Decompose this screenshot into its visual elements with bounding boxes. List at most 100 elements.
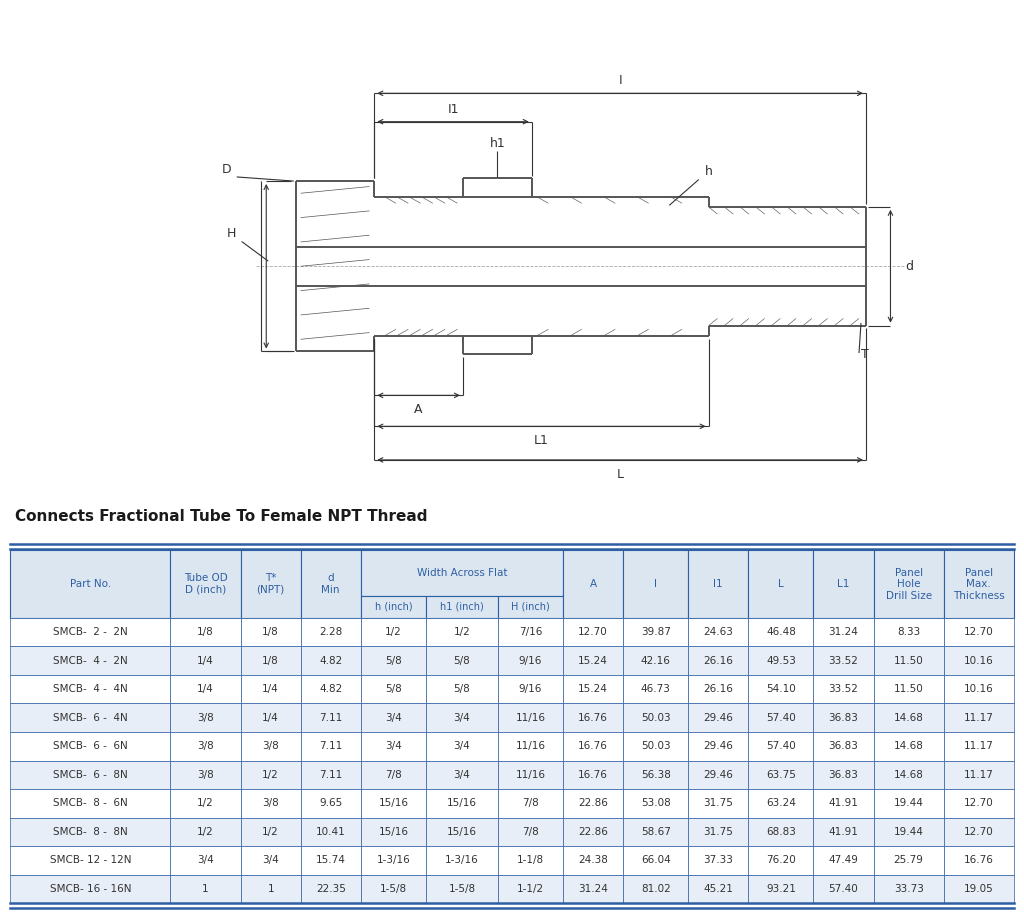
Bar xyxy=(301,789,360,818)
Text: 66.04: 66.04 xyxy=(641,856,671,866)
Bar xyxy=(873,646,944,675)
Text: T*
(NPT): T* (NPT) xyxy=(256,573,285,595)
Bar xyxy=(944,675,1014,703)
Text: 12.70: 12.70 xyxy=(964,798,993,809)
Bar xyxy=(426,732,498,761)
Text: 46.48: 46.48 xyxy=(766,627,796,637)
Bar xyxy=(360,703,426,732)
Text: I1: I1 xyxy=(447,102,459,115)
Text: SMCB-  8 -  6N: SMCB- 8 - 6N xyxy=(53,798,128,809)
Bar xyxy=(360,818,426,846)
Text: 25.79: 25.79 xyxy=(894,856,924,866)
Text: SMCB- 12 - 12N: SMCB- 12 - 12N xyxy=(49,856,131,866)
Text: 33.52: 33.52 xyxy=(828,656,858,666)
Text: 7/8: 7/8 xyxy=(522,798,539,809)
Bar xyxy=(301,646,360,675)
Text: 47.49: 47.49 xyxy=(828,856,858,866)
Text: 9/16: 9/16 xyxy=(519,656,543,666)
Text: 1: 1 xyxy=(202,884,209,894)
Bar xyxy=(360,875,426,904)
Text: 3/4: 3/4 xyxy=(198,856,214,866)
Bar xyxy=(944,846,1014,875)
Text: A: A xyxy=(415,403,423,416)
Bar xyxy=(360,596,426,618)
Text: 1/2: 1/2 xyxy=(262,827,279,837)
Text: 50.03: 50.03 xyxy=(641,741,671,751)
Bar xyxy=(241,789,301,818)
Text: Panel
Max.
Thickness: Panel Max. Thickness xyxy=(952,568,1005,601)
Bar xyxy=(360,550,563,596)
Text: 3/8: 3/8 xyxy=(262,798,279,809)
Text: 12.70: 12.70 xyxy=(579,627,608,637)
Bar xyxy=(624,703,688,732)
Bar xyxy=(563,875,624,904)
Text: 11/16: 11/16 xyxy=(515,741,546,751)
Bar xyxy=(170,846,241,875)
Text: 4.82: 4.82 xyxy=(319,684,342,694)
Bar xyxy=(873,818,944,846)
Text: 22.35: 22.35 xyxy=(315,884,346,894)
Bar xyxy=(688,550,749,618)
Bar xyxy=(563,675,624,703)
Text: 57.40: 57.40 xyxy=(766,713,796,723)
Bar xyxy=(873,789,944,818)
Text: 1-1/8: 1-1/8 xyxy=(517,856,544,866)
Text: SMCB-  2 -  2N: SMCB- 2 - 2N xyxy=(53,627,128,637)
Bar xyxy=(563,761,624,789)
Text: H (inch): H (inch) xyxy=(511,602,550,612)
Bar xyxy=(813,646,873,675)
Bar xyxy=(944,618,1014,646)
Bar xyxy=(563,646,624,675)
Text: L: L xyxy=(778,579,783,589)
Text: 1/8: 1/8 xyxy=(262,627,279,637)
Bar xyxy=(688,703,749,732)
Bar xyxy=(498,875,563,904)
Text: 22.86: 22.86 xyxy=(579,798,608,809)
Bar xyxy=(688,732,749,761)
Text: 7/8: 7/8 xyxy=(522,827,539,837)
Bar xyxy=(624,875,688,904)
Text: 4.82: 4.82 xyxy=(319,656,342,666)
Bar xyxy=(944,818,1014,846)
Bar xyxy=(301,703,360,732)
Bar xyxy=(813,761,873,789)
Text: 41.91: 41.91 xyxy=(828,798,858,809)
Text: 15.24: 15.24 xyxy=(579,684,608,694)
Bar xyxy=(563,789,624,818)
Text: 57.40: 57.40 xyxy=(766,741,796,751)
Text: 3/4: 3/4 xyxy=(454,741,470,751)
Bar xyxy=(688,761,749,789)
Bar xyxy=(563,550,624,618)
Bar xyxy=(170,732,241,761)
Bar xyxy=(10,846,170,875)
Bar xyxy=(813,789,873,818)
Bar xyxy=(241,703,301,732)
Bar xyxy=(301,846,360,875)
Text: Tube OD
D (inch): Tube OD D (inch) xyxy=(183,573,227,595)
Text: Part No.: Part No. xyxy=(70,579,111,589)
Bar xyxy=(426,675,498,703)
Text: 42.16: 42.16 xyxy=(641,656,671,666)
Text: H: H xyxy=(227,228,237,241)
Bar xyxy=(170,646,241,675)
Text: 29.46: 29.46 xyxy=(703,770,733,780)
Bar xyxy=(813,818,873,846)
Bar xyxy=(749,846,813,875)
Bar xyxy=(241,818,301,846)
Text: 16.76: 16.76 xyxy=(964,856,993,866)
Bar xyxy=(301,732,360,761)
Bar xyxy=(498,732,563,761)
Bar xyxy=(498,675,563,703)
Bar xyxy=(873,846,944,875)
Bar xyxy=(301,818,360,846)
Bar xyxy=(360,646,426,675)
Text: 19.44: 19.44 xyxy=(894,798,924,809)
Bar xyxy=(498,761,563,789)
Bar xyxy=(873,761,944,789)
Bar xyxy=(563,846,624,875)
Text: 93.21: 93.21 xyxy=(766,884,796,894)
Bar xyxy=(241,646,301,675)
Text: 8.33: 8.33 xyxy=(897,627,921,637)
Text: 11.17: 11.17 xyxy=(964,770,993,780)
Text: 15.74: 15.74 xyxy=(315,856,346,866)
